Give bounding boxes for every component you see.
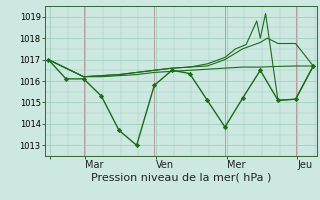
X-axis label: Pression niveau de la mer( hPa ): Pression niveau de la mer( hPa ) xyxy=(91,173,271,183)
